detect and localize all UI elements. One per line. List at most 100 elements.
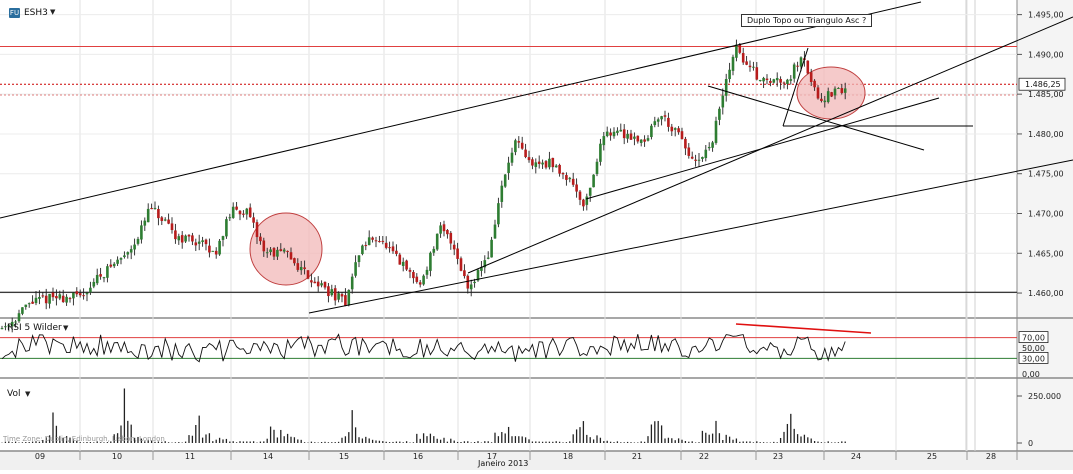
price-candle-body: [782, 82, 786, 84]
price-candle-body: [463, 270, 466, 277]
chevron-down-icon[interactable]: ▼: [50, 8, 56, 16]
price-candle-body: [299, 266, 303, 271]
price-candle-body: [551, 157, 555, 168]
price-candle-body: [327, 286, 330, 297]
price-candle-body: [687, 147, 691, 156]
price-candle-body: [636, 135, 640, 142]
price-candle-body: [680, 131, 684, 140]
price-candle-body: [707, 146, 711, 149]
price-candle-body: [167, 219, 170, 224]
price-candle-body: [391, 246, 395, 252]
price-candle-body: [786, 79, 789, 84]
price-candle-body: [367, 237, 371, 246]
price-candle-body: [17, 313, 21, 322]
price-candle-body: [303, 267, 306, 270]
price-candle-body: [245, 208, 249, 215]
price-candle-body: [653, 121, 657, 126]
price-candle-body: [752, 66, 755, 68]
price-candle-body: [493, 224, 497, 239]
price-candle-body: [218, 240, 221, 255]
price-candle-body: [503, 174, 507, 187]
rsi-chevron-down-icon[interactable]: ▼: [63, 324, 69, 332]
x-axis-label: 22: [699, 452, 709, 461]
price-candle-body: [602, 136, 606, 146]
price-candle-body: [89, 287, 92, 293]
vol-panel-label[interactable]: Vol: [7, 389, 21, 399]
price-candle-body: [44, 295, 48, 304]
price-candle-body: [480, 266, 483, 271]
price-candle-body: [612, 131, 616, 137]
price-candle-body: [548, 158, 551, 168]
price-candle-body: [622, 129, 626, 139]
symbol-label[interactable]: ESH3: [24, 8, 48, 18]
price-candle-body: [510, 152, 514, 163]
price-candle-body: [41, 295, 45, 297]
price-candle-body: [792, 64, 796, 79]
price-axis-label: 1.480,00: [1028, 130, 1064, 139]
price-candle-body: [337, 293, 340, 300]
price-candle-body: [95, 274, 99, 284]
price-candle-body: [65, 296, 68, 303]
price-candle-body: [395, 250, 398, 254]
price-candle-body: [592, 174, 595, 188]
price-candle-body: [728, 69, 731, 80]
price-candle-body: [670, 126, 674, 132]
price-candle-body: [133, 244, 136, 250]
price-candle-body: [228, 217, 232, 219]
price-candle-body: [129, 249, 133, 253]
price-candle-body: [415, 276, 419, 282]
price-candle-body: [476, 269, 480, 281]
price-axis-label: 1.485,00: [1028, 90, 1064, 99]
price-candle-body: [384, 242, 388, 248]
price-candle-body: [160, 217, 164, 221]
price-candle-body: [452, 244, 456, 250]
price-candle-body: [289, 252, 293, 260]
price-candle-body: [524, 149, 527, 158]
price-candle-body: [296, 263, 300, 270]
price-candle-body: [330, 289, 334, 296]
price-candle-body: [582, 199, 585, 207]
price-candle-body: [769, 80, 772, 83]
price-candle-body: [629, 133, 633, 140]
volume-bars: [1, 388, 846, 443]
price-axis-label: 1.470,00: [1028, 209, 1064, 218]
price-axis-label: 1.465,00: [1028, 249, 1064, 258]
price-candle-body: [507, 162, 510, 174]
price-candle-body: [10, 321, 14, 327]
price-candle-body: [609, 132, 612, 136]
vol-chevron-down-icon[interactable]: ▼: [25, 390, 31, 398]
price-candle-body: [517, 141, 521, 143]
price-candle-body: [435, 233, 439, 250]
rsi-panel-label[interactable]: RSI 5 Wilder: [7, 323, 62, 333]
price-candle-body: [191, 235, 194, 242]
price-candle-body: [721, 95, 725, 108]
price-candle-body: [180, 235, 184, 243]
x-axis-label: 11: [185, 452, 195, 461]
price-candle-body: [286, 250, 289, 252]
price-candle-body: [799, 57, 803, 67]
price-candle-body: [490, 239, 493, 258]
price-candle-body: [248, 207, 252, 218]
trend-line: [308, 159, 1073, 314]
price-candle-body: [412, 272, 415, 279]
price-candle-body: [497, 203, 500, 225]
rsi-axis-label: 70,00: [1022, 334, 1045, 343]
price-candle-body: [72, 292, 75, 299]
price-candle-body: [255, 222, 259, 238]
price-candle-body: [813, 80, 816, 88]
chart-annotation[interactable]: Duplo Topo ou Triangulo Asc ?: [741, 14, 873, 27]
x-axis-label: 09: [35, 452, 45, 461]
price-candle-body: [514, 140, 517, 153]
price-candle-body: [92, 281, 96, 287]
price-candle-body: [123, 255, 126, 258]
price-candle-body: [374, 240, 378, 242]
price-candle-body: [61, 295, 65, 303]
price-candle-body: [85, 292, 89, 295]
price-candle-body: [208, 245, 211, 253]
price-candle-body: [711, 142, 714, 148]
price-candle-body: [731, 56, 735, 71]
price-candle-body: [99, 274, 102, 277]
price-candle-body: [823, 100, 827, 103]
price-candle-body: [214, 250, 218, 255]
